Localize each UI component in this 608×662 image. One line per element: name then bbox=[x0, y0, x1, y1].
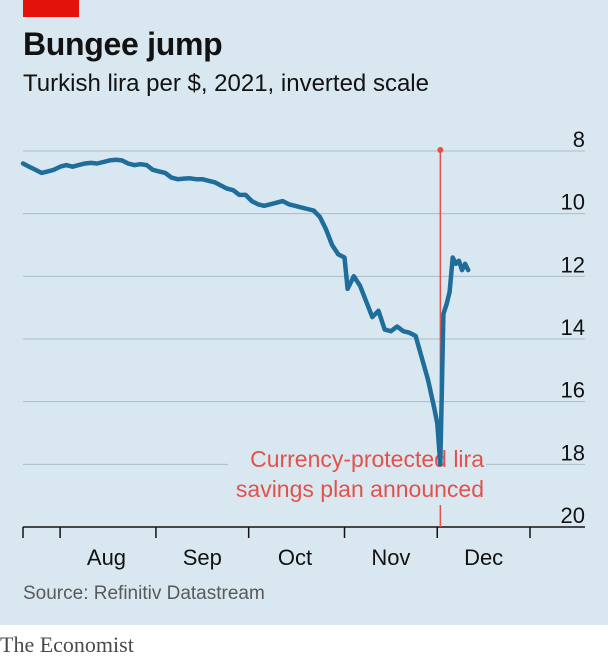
x-axis bbox=[22, 526, 585, 538]
brand-red-tag bbox=[23, 0, 79, 17]
annotation-dot bbox=[437, 147, 444, 153]
x-tick-label: Nov bbox=[371, 545, 410, 570]
y-tick-label: 10 bbox=[561, 190, 585, 215]
chart-subtitle: Turkish lira per $, 2021, inverted scale bbox=[23, 70, 429, 97]
y-tick-label: 14 bbox=[561, 315, 585, 340]
chart-title: Bungee jump bbox=[23, 26, 223, 62]
y-tick-label: 20 bbox=[561, 503, 585, 528]
annotation: Currency-protected lira savings plan anno… bbox=[228, 147, 486, 527]
annotation-label: savings plan announced bbox=[236, 476, 484, 502]
x-tick-label: Oct bbox=[278, 545, 312, 570]
y-tick-label: 16 bbox=[561, 378, 585, 403]
y-tick-label: 8 bbox=[573, 127, 585, 152]
x-tick-label: Aug bbox=[87, 545, 126, 570]
line-chart: Currency-protected lira savings plan anno… bbox=[20, 127, 585, 570]
series-layer bbox=[20, 157, 471, 467]
x-tick-label: Dec bbox=[464, 545, 503, 570]
series-line bbox=[20, 157, 471, 467]
gridlines bbox=[23, 150, 585, 465]
x-tick-label: Sep bbox=[183, 545, 222, 570]
y-tick-label: 18 bbox=[561, 440, 585, 465]
annotation-label: Currency-protected lira bbox=[250, 446, 484, 472]
annotation-backing bbox=[228, 441, 486, 505]
source-note: Source: Refinitiv Datastream bbox=[23, 583, 265, 604]
y-tick-label: 12 bbox=[561, 252, 585, 277]
publisher-brand: The Economist bbox=[0, 632, 134, 657]
chart-card bbox=[0, 0, 608, 625]
tick-labels: 8 10 12 14 16 18 20 Aug Sep Oct Nov Dec bbox=[87, 127, 585, 570]
